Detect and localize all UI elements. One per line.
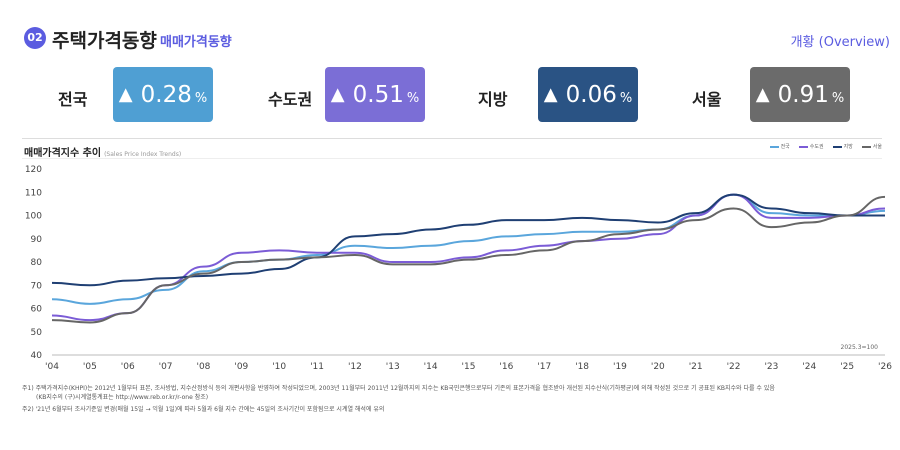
legend-item: 서울 (861, 143, 882, 150)
footnote-2: 주2) '21년 6월부터 조사기준일 변경(매월 15일 → 익월 1일)에 … (22, 406, 385, 413)
kpi-card: ▲ 0.28 % (113, 67, 213, 122)
x-tick-label: '26 (878, 362, 892, 372)
footnotes: 주1) 주택가격지수(KHPI)는 2012년 1월부터 표본, 조사방법, 지… (22, 384, 775, 414)
chart-title-ko: 매매가격지수 추이 (24, 148, 102, 159)
x-tick-label: '25 (840, 362, 854, 372)
y-tick-label: 50 (31, 328, 43, 338)
kpi-card: ▲ 0.06 % (538, 67, 638, 122)
y-tick-label: 100 (25, 212, 42, 222)
x-tick-label: '14 (424, 362, 438, 372)
y-tick-label: 90 (31, 235, 43, 245)
legend-item: 수도권 (798, 143, 824, 150)
x-tick-label: '09 (234, 362, 248, 372)
x-tick-label: '23 (764, 362, 778, 372)
kpi-card: ▲ 0.51 % (325, 67, 425, 122)
y-tick-label: 120 (25, 165, 42, 175)
x-tick-label: '06 (121, 362, 135, 372)
kpi-label: 수도권 (268, 90, 313, 109)
series-line-수도권 (51, 193, 886, 322)
x-tick-label: '16 (499, 362, 513, 372)
kpi-label: 전국 (58, 90, 88, 109)
chart-title: 매매가격지수 추이 (Sales Price Index Trends) (24, 144, 181, 159)
kpi-label: 서울 (692, 90, 722, 109)
legend-label: 서울 (872, 144, 882, 150)
y-tick-label: 80 (31, 258, 43, 268)
x-tick-label: '10 (272, 362, 286, 372)
footnote-1b: (KB지수의 (구)시계열통계표는 http://www.reb.or.kr/r… (36, 394, 209, 401)
legend-swatch (798, 145, 808, 148)
x-tick-label: '04 (45, 362, 59, 372)
y-tick-label: 60 (31, 305, 43, 315)
legend-label: 전국 (780, 144, 790, 150)
series-line-서울 (51, 195, 886, 324)
chart-title-en: (Sales Price Index Trends) (104, 151, 182, 158)
kpi-unit: % (406, 91, 420, 106)
y-tick-label: 110 (25, 188, 42, 198)
kpi-card: ▲ 0.91 % (750, 67, 850, 122)
legend-item: 전국 (769, 143, 790, 150)
section-number-badge: 02 (24, 27, 46, 49)
x-tick-label: '11 (310, 362, 324, 372)
up-arrow-icon: ▲ (118, 84, 133, 105)
x-tick-label: '08 (196, 362, 210, 372)
x-tick-label: '13 (386, 362, 400, 372)
legend-swatch (832, 145, 842, 148)
page-subtitle: 매매가격동향 (160, 35, 232, 50)
x-tick-label: '20 (651, 362, 665, 372)
x-tick-label: '18 (575, 362, 589, 372)
footnote-1: 주1) 주택가격지수(KHPI)는 2012년 1월부터 표본, 조사방법, 지… (22, 385, 775, 392)
y-tick-label: 70 (31, 281, 43, 291)
kpi-value: 0.28 (140, 81, 192, 108)
y-tick-label: 40 (31, 351, 43, 361)
kpi-label: 지방 (478, 90, 508, 109)
overview-link[interactable]: 개황 (Overview) (790, 35, 890, 50)
series-line-전국 (51, 193, 886, 305)
x-tick-label: '24 (802, 362, 816, 372)
x-tick-label: '15 (462, 362, 476, 372)
x-tick-label: '12 (348, 362, 362, 372)
legend-label: 수도권 (809, 144, 824, 150)
kpi-value: 0.91 (777, 81, 829, 108)
up-arrow-icon: ▲ (330, 84, 345, 105)
divider (22, 138, 882, 139)
kpi-value: 0.06 (565, 81, 617, 108)
kpi-value: 0.51 (352, 81, 404, 108)
up-arrow-icon: ▲ (543, 84, 558, 105)
legend-swatch (861, 145, 871, 148)
x-tick-label: '07 (159, 362, 173, 372)
divider (22, 158, 882, 159)
price-index-chart: 40 50 60 70 80 90 100 110 120 '04 '05 '06 '07 '08 '09 '… (25, 165, 892, 372)
series-line-지방 (51, 193, 885, 287)
x-tick-label: '19 (613, 362, 627, 372)
chart-legend: 전국 수도권 지방 서울 (769, 143, 882, 150)
x-tick-label: '05 (83, 362, 97, 372)
up-arrow-icon: ▲ (755, 84, 770, 105)
kpi-unit: % (831, 91, 845, 106)
kpi-unit: % (619, 91, 633, 106)
kpi-unit: % (194, 91, 208, 106)
legend-item: 지방 (832, 143, 853, 150)
legend-swatch (769, 145, 779, 148)
page-title: 주택가격동향 (52, 30, 157, 52)
x-tick-label: '21 (689, 362, 703, 372)
x-tick-label: '17 (537, 362, 551, 372)
base-note: 2025.3=100 (841, 344, 879, 351)
x-tick-label: '22 (727, 362, 741, 372)
legend-label: 지방 (843, 144, 853, 150)
